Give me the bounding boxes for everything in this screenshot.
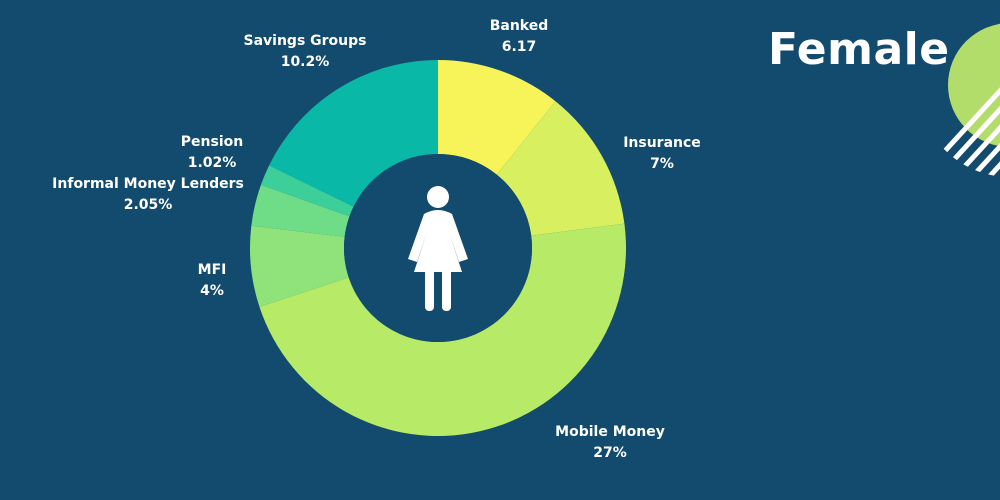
label-insurance-value: 7%: [650, 156, 674, 172]
label-savings-groups-value: 10.2%: [280, 54, 330, 70]
label-informal-money-lenders: Informal Money Lenders 2.05%: [52, 174, 244, 216]
label-mfi-value: 4%: [200, 283, 224, 299]
label-mobile-money: Mobile Money 27%: [555, 422, 665, 464]
label-insurance-name: Insurance: [623, 135, 701, 151]
label-banked: Banked 6.17: [490, 16, 549, 58]
woman-icon: [408, 186, 468, 311]
decoration-stripe: [918, 78, 1000, 177]
decoration-stripe: [932, 78, 1000, 177]
label-informal-money-lenders-name: Informal Money Lenders: [52, 176, 244, 192]
slice-banked: [438, 60, 556, 175]
label-savings-groups: Savings Groups 10.2%: [244, 31, 367, 73]
chart-title: Female: [768, 24, 950, 75]
label-insurance: Insurance 7%: [623, 133, 701, 175]
corner-decoration: [918, 23, 1000, 177]
label-pension-value: 1.02%: [187, 155, 237, 171]
slice-mfi: [250, 225, 349, 307]
decoration-stripes: [918, 78, 1000, 177]
donut-slices: [250, 60, 626, 436]
slice-mobile-money: [259, 223, 626, 436]
label-banked-name: Banked: [489, 18, 549, 34]
label-savings-groups-name: Savings Groups: [243, 33, 367, 49]
slice-pension: [260, 165, 354, 217]
label-mobile-money-name: Mobile Money: [555, 424, 665, 440]
label-informal-money-lenders-value: 2.05%: [123, 197, 173, 213]
label-banked-value: 6.17: [501, 39, 537, 55]
slice-informal-money-lenders: [251, 184, 350, 237]
label-mfi-name: MFI: [197, 262, 227, 278]
label-mfi: MFI 4%: [198, 260, 227, 302]
label-mobile-money-value: 27%: [593, 445, 627, 461]
slice-insurance: [496, 101, 625, 236]
decoration-circle: [948, 23, 1000, 147]
label-pension: Pension 1.02%: [181, 132, 243, 174]
slice-savings-groups: [269, 60, 438, 207]
label-pension-name: Pension: [180, 134, 244, 150]
decoration-stripe: [918, 78, 1000, 177]
